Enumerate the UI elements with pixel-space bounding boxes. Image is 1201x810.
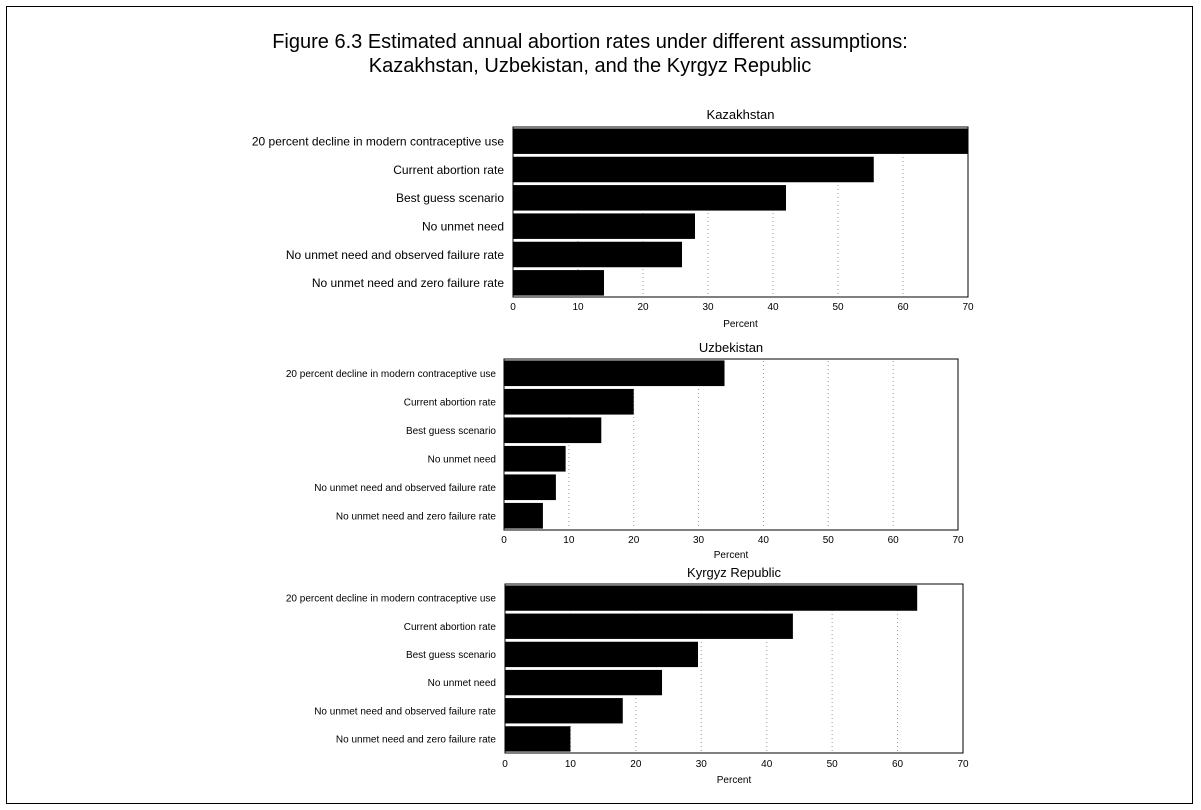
tick-label: 70 [962,302,974,313]
tick-label: 30 [702,302,714,313]
x-axis-label: Percent [723,319,758,330]
bar [513,213,695,239]
tick-label: 0 [502,759,508,770]
category-label: Current abortion rate [393,163,504,177]
bar [513,241,682,268]
category-label: Best guess scenario [406,426,496,437]
tick-label: 10 [572,302,584,313]
x-axis-label: Percent [717,775,752,786]
category-label: 20 percent decline in modern contracepti… [286,369,497,380]
tick-label: 20 [630,759,642,770]
tick-label: 40 [761,759,773,770]
bar [513,156,874,183]
plot-frame [503,358,959,531]
category-label: 20 percent decline in modern contracepti… [286,594,497,605]
figure-frame [6,6,1193,804]
tick-label: 0 [510,302,516,313]
tick-label: 40 [758,535,770,546]
figure-title-line-2: Kazakhstan, Uzbekistan, and the Kyrgyz R… [368,55,812,77]
tick-label: 20 [637,302,649,313]
category-label: No unmet need [422,219,504,233]
bar [504,502,543,529]
bar [504,474,556,501]
bar [505,641,699,668]
chart-kazakhstan: Kazakhstan 20 percent decline in modern c… [252,107,974,330]
chart-kyrgyz: Kyrgyz Republic 20 percent decline in mod… [286,565,969,786]
bar [504,388,634,415]
bar [504,360,725,387]
category-label: No unmet need [428,678,496,689]
plot-frame [504,583,964,754]
tick-label: 70 [957,759,969,770]
tick-label: 0 [501,535,507,546]
category-label: No unmet need and zero failure rate [336,511,497,522]
tick-label: 60 [897,302,909,313]
category-label: Best guess scenario [406,650,496,661]
figure-title-line-1: Figure 6.3 Estimated annual abortion rat… [272,31,908,53]
bar [505,698,623,724]
tick-label: 70 [952,535,964,546]
bar [513,185,786,211]
category-label: No unmet need and observed failure rate [314,706,496,717]
bar [505,613,793,639]
tick-label: 10 [563,535,575,546]
tick-label: 60 [888,535,900,546]
category-label: No unmet need and observed failure rate [286,248,504,262]
category-label: No unmet need and zero failure rate [312,276,504,290]
bar [505,585,918,611]
bar [505,669,663,696]
chart-title: Kyrgyz Republic [687,565,781,580]
plot-frame [512,126,969,298]
tick-label: 20 [628,535,640,546]
category-label: No unmet need and zero failure rate [336,735,497,746]
chart-title: Uzbekistan [699,340,763,355]
category-label: No unmet need [428,454,496,465]
chart-title: Kazakhstan [707,107,775,122]
figure-title: Figure 6.3 Estimated annual abortion rat… [150,30,1030,78]
bar [504,417,602,444]
tick-label: 10 [565,759,577,770]
bar [513,128,968,154]
tick-label: 30 [693,535,705,546]
tick-label: 40 [767,302,779,313]
bar [505,726,571,752]
category-label: No unmet need and observed failure rate [314,483,496,494]
category-label: Current abortion rate [404,622,497,633]
bar [513,270,604,296]
tick-label: 30 [696,759,708,770]
tick-label: 50 [823,535,835,546]
x-axis-label: Percent [714,550,749,561]
category-label: Best guess scenario [396,191,504,205]
bar [504,445,566,472]
category-label: 20 percent decline in modern contracepti… [252,134,504,148]
tick-label: 50 [827,759,839,770]
tick-label: 50 [832,302,844,313]
chart-uzbekistan: Uzbekistan 20 percent decline in modern c… [286,340,964,561]
category-label: Current abortion rate [404,397,497,408]
tick-label: 60 [892,759,904,770]
